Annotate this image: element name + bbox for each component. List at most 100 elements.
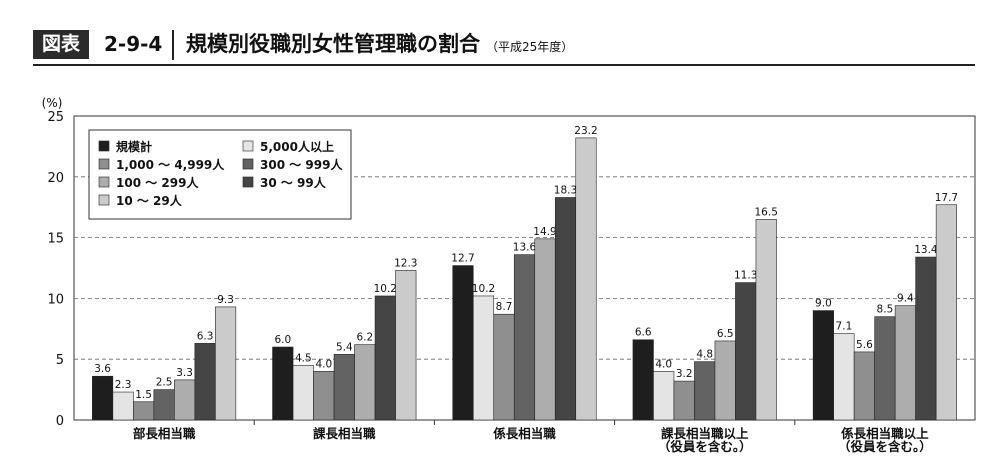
legend-label: 5,000人以上 bbox=[260, 139, 334, 154]
bar bbox=[534, 238, 556, 421]
bar bbox=[215, 306, 237, 421]
bar-value-label: 6.3 bbox=[197, 330, 214, 342]
bar-value-label: 2.3 bbox=[115, 379, 132, 391]
legend-label: 1,000 ～ 4,999人 bbox=[116, 157, 225, 172]
bar-value-label: 17.7 bbox=[935, 192, 958, 204]
bar-value-label: 4.5 bbox=[295, 352, 312, 364]
bar-value-label: 5.6 bbox=[856, 339, 873, 351]
bar bbox=[354, 344, 376, 421]
bar bbox=[812, 310, 834, 421]
bar bbox=[554, 197, 577, 421]
bar bbox=[313, 371, 335, 421]
y-tick-label: 20 bbox=[47, 171, 64, 186]
bar-value-label: 16.5 bbox=[755, 206, 778, 218]
bar-value-label: 13.4 bbox=[914, 244, 938, 256]
figure-header: 図表 2-9-4 規模別役職別女性管理職の割合 （平成25年度） bbox=[0, 0, 1000, 70]
bar-value-label: 3.3 bbox=[176, 367, 193, 379]
bar-value-label: 8.5 bbox=[877, 304, 894, 316]
figure-number: 2-9-4 bbox=[104, 32, 163, 56]
bar bbox=[714, 340, 736, 421]
bar bbox=[452, 265, 474, 421]
bar-value-label: 6.6 bbox=[635, 327, 652, 339]
bar-value-label: 10.2 bbox=[472, 283, 495, 295]
bar-value-label: 6.5 bbox=[717, 328, 734, 340]
bar-value-label: 3.6 bbox=[94, 363, 111, 375]
figure-subtitle: （平成25年度） bbox=[486, 40, 574, 54]
bar-value-label: 6.0 bbox=[274, 334, 291, 346]
bar bbox=[194, 343, 216, 421]
bar-value-label: 10.2 bbox=[374, 283, 397, 295]
legend-label: 規模計 bbox=[116, 139, 152, 154]
figure-title-text: 規模別役職別女性管理職の割合 bbox=[186, 32, 480, 56]
bar bbox=[472, 295, 495, 421]
bar bbox=[833, 333, 855, 421]
x-category-label: 係長相当職 bbox=[493, 426, 556, 441]
bar-value-label: 4.0 bbox=[655, 358, 672, 370]
figure-badge: 図表 bbox=[33, 30, 90, 59]
bar bbox=[292, 364, 314, 421]
bar-value-label: 11.3 bbox=[734, 270, 757, 282]
bar-value-label: 6.2 bbox=[356, 332, 373, 344]
header-rule bbox=[33, 64, 975, 66]
figure-title: 規模別役職別女性管理職の割合 （平成25年度） bbox=[186, 30, 573, 62]
bar-value-label: 13.6 bbox=[513, 242, 537, 254]
bar bbox=[333, 354, 355, 421]
legend-label: 30 ～ 99人 bbox=[260, 175, 327, 190]
x-category-label: 部長相当職 bbox=[133, 426, 196, 441]
legend-swatch bbox=[242, 158, 254, 170]
bar bbox=[632, 339, 654, 421]
legend-box bbox=[88, 129, 352, 220]
bar bbox=[272, 346, 294, 421]
bar-value-label: 23.2 bbox=[574, 125, 597, 137]
legend-label: 100 ～ 299人 bbox=[116, 175, 199, 190]
bar-value-label: 9.3 bbox=[217, 294, 234, 306]
bar bbox=[874, 316, 896, 421]
legend-swatch bbox=[98, 140, 110, 152]
bar bbox=[935, 204, 957, 421]
bar bbox=[653, 371, 675, 421]
bar bbox=[894, 305, 916, 421]
bar bbox=[153, 389, 175, 421]
x-category-label: 課長相当職 bbox=[313, 426, 376, 441]
bar-value-label: 8.7 bbox=[496, 301, 513, 313]
bar-value-label: 12.3 bbox=[394, 257, 417, 269]
bar-value-label: 2.5 bbox=[156, 377, 173, 389]
bar-value-label: 7.1 bbox=[836, 321, 853, 333]
bar bbox=[374, 295, 396, 421]
bar bbox=[694, 361, 716, 421]
bar-value-label: 4.0 bbox=[315, 358, 332, 370]
x-category-label: （役員を含む。） bbox=[838, 439, 932, 454]
y-tick-label: 10 bbox=[47, 292, 64, 307]
bar bbox=[112, 391, 134, 421]
x-category-label: （役員を含む。） bbox=[658, 439, 752, 454]
bar bbox=[513, 254, 536, 421]
x-category-label: 課長相当職以上 bbox=[661, 426, 749, 441]
legend-label: 10 ～ 29人 bbox=[116, 193, 183, 208]
title-divider bbox=[172, 30, 174, 60]
bar bbox=[853, 351, 875, 421]
bar bbox=[575, 137, 597, 421]
bar-value-label: 5.4 bbox=[336, 341, 353, 353]
y-tick-label: 15 bbox=[47, 232, 64, 247]
y-tick-label: 25 bbox=[47, 110, 64, 125]
bar bbox=[915, 256, 937, 421]
bar bbox=[174, 379, 196, 421]
y-tick-label: 0 bbox=[56, 414, 64, 429]
legend-swatch bbox=[242, 140, 254, 152]
bar-value-label: 18.3 bbox=[554, 184, 577, 196]
bar bbox=[133, 401, 155, 421]
x-category-label: 係長相当職以上 bbox=[841, 426, 929, 441]
bar-value-label: 9.0 bbox=[815, 298, 832, 310]
bar bbox=[395, 270, 417, 421]
y-unit-label: (%) bbox=[42, 96, 63, 110]
bar-value-label: 3.2 bbox=[676, 368, 693, 380]
bar bbox=[493, 313, 515, 421]
bar-value-label: 9.4 bbox=[897, 293, 914, 305]
legend-label: 300 ～ 999人 bbox=[260, 157, 343, 172]
y-tick-label: 5 bbox=[56, 353, 64, 368]
bar-value-label: 4.8 bbox=[696, 349, 713, 361]
bar bbox=[735, 282, 757, 421]
bar-value-label: 12.7 bbox=[451, 253, 474, 265]
legend-swatch bbox=[98, 158, 110, 170]
